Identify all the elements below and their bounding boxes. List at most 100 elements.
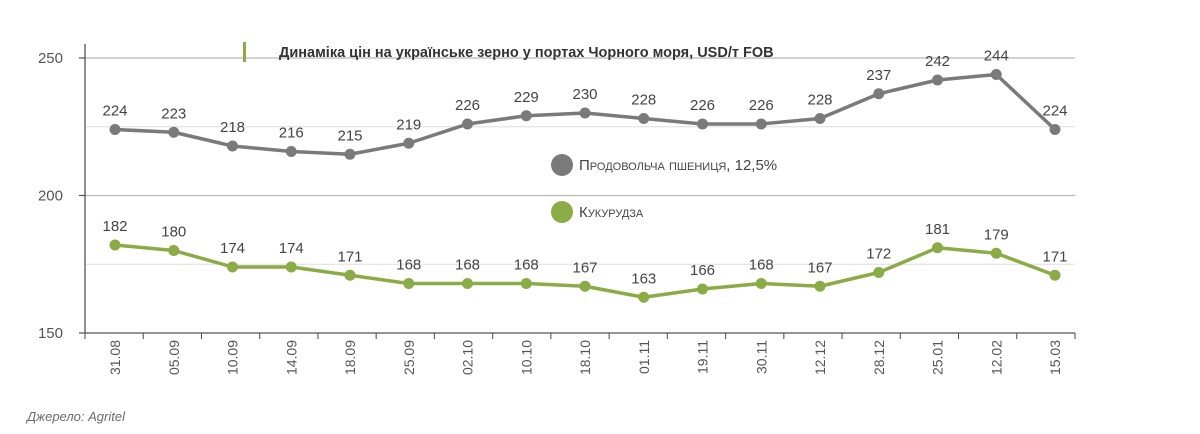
data-point (638, 291, 650, 303)
data-point (990, 69, 1002, 80)
data-point (638, 113, 650, 124)
chart-title: Динаміка цін на українське зерно у порта… (279, 45, 774, 61)
source-note: Джерело: Agritel (27, 409, 125, 424)
data-point (168, 245, 180, 256)
data-label: 237 (866, 67, 891, 84)
x-tick-label: 25.09 (401, 340, 417, 375)
data-label: 181 (925, 221, 950, 238)
data-label: 224 (1042, 103, 1067, 120)
data-label: 224 (102, 103, 127, 120)
data-point (932, 242, 943, 254)
data-point (462, 118, 473, 130)
data-label: 168 (455, 257, 480, 274)
data-label: 167 (807, 259, 832, 276)
legend-marker (551, 154, 573, 176)
data-point (227, 261, 238, 273)
data-label: 216 (279, 125, 304, 142)
data-point (403, 278, 415, 289)
data-label: 171 (337, 248, 362, 265)
legend: Продовольча пшениця, 12,5% Кукурудза (551, 154, 777, 223)
data-point (579, 280, 591, 292)
data-label: 171 (1042, 248, 1067, 265)
x-tick-label: 18.10 (577, 340, 593, 375)
data-point (285, 146, 297, 157)
data-label: 180 (161, 224, 186, 241)
data-point (814, 113, 826, 124)
x-tick-label: 18.09 (342, 340, 358, 375)
data-label: 242 (925, 53, 950, 70)
data-label: 226 (455, 97, 480, 114)
x-tick-label: 19.11 (695, 340, 711, 374)
data-label: 215 (337, 127, 362, 144)
x-tick-label: 25.01 (930, 340, 946, 375)
x-tick-label: 28.12 (871, 340, 887, 375)
data-point (697, 118, 708, 130)
data-label: 174 (220, 240, 245, 257)
x-tick-label: 02.10 (460, 340, 476, 375)
data-label: 230 (572, 86, 597, 103)
data-label: 166 (690, 262, 715, 279)
data-point (755, 278, 767, 289)
data-point (109, 239, 121, 251)
data-label: 228 (807, 92, 832, 109)
data-point (462, 278, 473, 289)
data-point (579, 107, 591, 119)
data-label: 228 (631, 92, 656, 109)
data-label: 174 (279, 240, 304, 257)
chart-title-group: Динаміка цін на українське зерно у порта… (243, 42, 774, 62)
x-tick-label: 14.09 (283, 340, 299, 375)
legend-label: Продовольча пшениця, 12,5% (579, 157, 777, 174)
data-point (109, 124, 121, 135)
data-label: 218 (220, 119, 245, 136)
x-tick-label: 10.09 (225, 340, 241, 375)
data-label: 223 (161, 105, 186, 122)
data-point (1049, 124, 1061, 135)
x-tick-label: 10.10 (518, 340, 534, 375)
data-point (520, 110, 532, 122)
y-tick-label: 200 (38, 188, 63, 205)
data-point (344, 269, 356, 281)
data-point (932, 74, 943, 86)
data-label: 219 (396, 116, 421, 133)
data-point (403, 137, 415, 149)
data-point (344, 148, 356, 160)
data-point (168, 126, 180, 138)
x-tick-label: 05.09 (166, 340, 182, 375)
data-point (990, 247, 1002, 259)
data-point (873, 267, 885, 278)
x-tick-label: 12.02 (988, 340, 1004, 375)
data-label: 182 (102, 218, 127, 235)
data-label: 168 (396, 257, 421, 274)
legend-marker (551, 201, 573, 223)
data-label: 172 (866, 246, 891, 263)
data-point (227, 140, 238, 152)
data-label: 226 (690, 97, 715, 114)
data-point (1049, 269, 1061, 281)
data-label: 226 (749, 97, 774, 114)
axes: 150 200 250 31.08 05.09 10.09 14.09 18.09 25.09 0… (38, 44, 1076, 375)
data-point (814, 280, 826, 292)
data-label: 168 (749, 257, 774, 274)
x-tick-label: 30.11 (753, 340, 769, 374)
data-label: 229 (514, 89, 539, 106)
data-label: 168 (514, 257, 539, 274)
data-label: 179 (984, 226, 1009, 243)
y-tick-label: 250 (38, 50, 63, 67)
data-label: 163 (631, 270, 656, 287)
x-tick-label: 31.08 (107, 340, 123, 375)
series: 224 223 218 216 215 219 226 229 230 228 226 226 228 2… (102, 48, 1068, 303)
y-tick-label: 150 (38, 325, 63, 342)
x-tick-label: 01.11 (636, 340, 652, 374)
title-accent-bar (243, 42, 246, 62)
data-point (285, 261, 297, 273)
data-label: 167 (572, 259, 597, 276)
data-label: 244 (984, 48, 1009, 65)
x-tick-label: 12.12 (812, 340, 828, 375)
data-point (520, 278, 532, 289)
gridlines (85, 57, 1075, 265)
data-point (755, 118, 767, 130)
data-point (697, 283, 708, 295)
data-point (873, 88, 885, 100)
legend-label: Кукурудза (579, 204, 644, 221)
